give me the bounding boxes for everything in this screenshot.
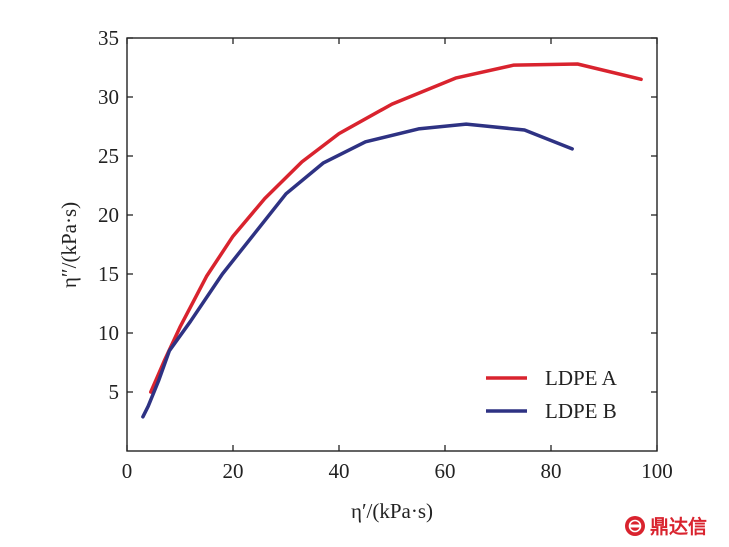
brand-logo-icon: [625, 516, 645, 536]
y-tick-label: 35: [98, 26, 119, 50]
x-axis-label: η′/(kPa·s): [351, 499, 433, 523]
x-tick-label: 0: [122, 459, 133, 483]
y-tick-label: 10: [98, 321, 119, 345]
series-line-1: [149, 62, 643, 394]
legend-label: LDPE A: [545, 366, 618, 390]
y-tick-label: 15: [98, 262, 119, 286]
legend: LDPE A LDPE B: [486, 366, 618, 423]
x-tick-label: 20: [223, 459, 244, 483]
plot-frame: [126, 37, 658, 452]
y-axis-label: η″/(kPa·s): [57, 202, 81, 288]
y-tick-label: 5: [109, 380, 120, 404]
series-lines: [141, 62, 643, 419]
y-tick-label: 25: [98, 144, 119, 168]
axis-ticks: [126, 37, 658, 451]
y-tick-label: 20: [98, 203, 119, 227]
x-tick-label: 60: [435, 459, 456, 483]
x-tick-label: 100: [641, 459, 673, 483]
legend-label: LDPE B: [545, 399, 617, 423]
series-line-2: [141, 122, 574, 419]
axis-tick-labels: 0 20 40 60 80 100 5 10 15 20 25 30 35: [98, 26, 673, 483]
watermark: 鼎达信: [625, 515, 707, 538]
y-tick-label: 30: [98, 85, 119, 109]
x-tick-label: 40: [329, 459, 350, 483]
x-tick-label: 80: [541, 459, 562, 483]
watermark-text: 鼎达信: [650, 515, 707, 538]
